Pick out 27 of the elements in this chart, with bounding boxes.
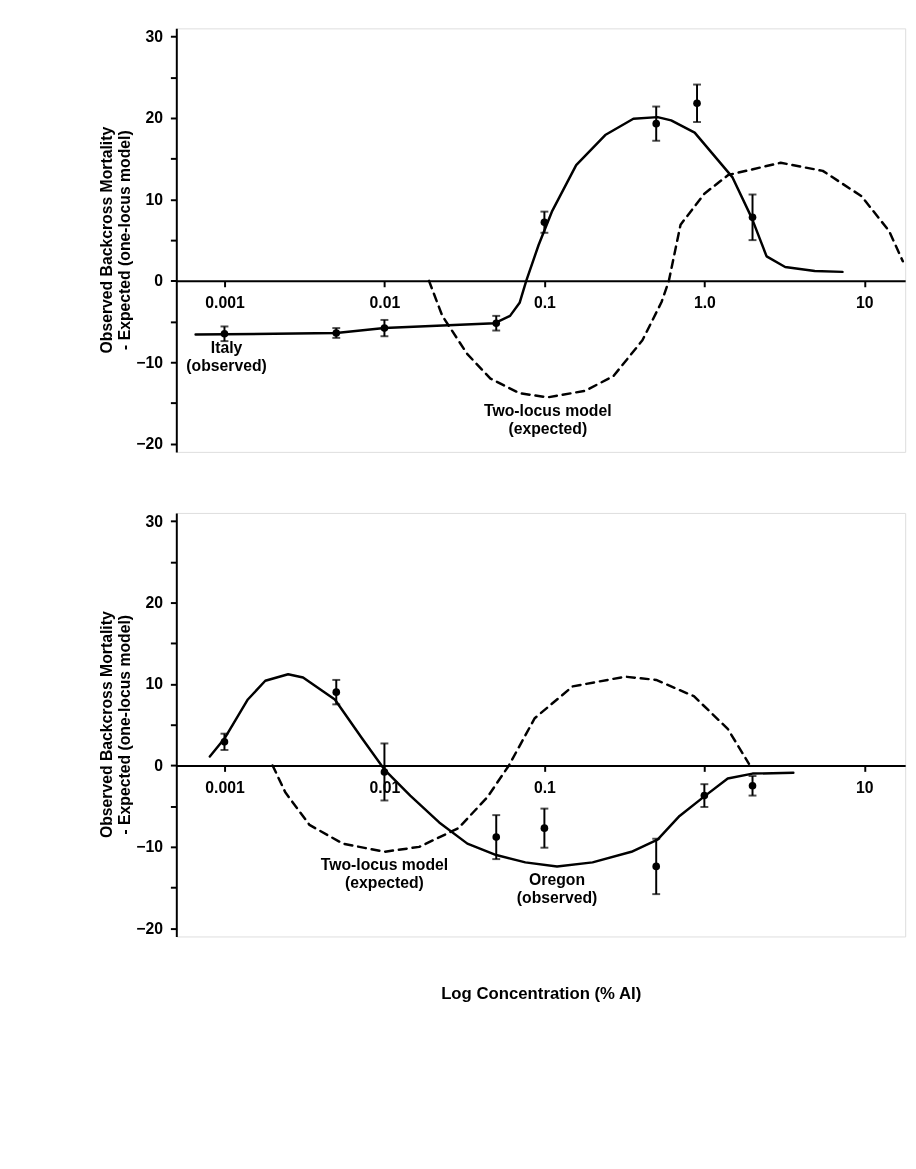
- y-tick-label: 10: [145, 190, 164, 208]
- y-tick-label: 0: [154, 272, 164, 290]
- x-tick-label: 10: [856, 293, 874, 311]
- y-axis-title: Observed Backcross Mortality - Expected (one-locus model): [98, 611, 134, 839]
- x-tick-label: 0.001: [205, 293, 245, 311]
- series-label: Oregon (observed): [516, 871, 598, 906]
- y-tick-label: 20: [145, 593, 164, 611]
- series-label: Two-locus model (expected): [484, 402, 612, 437]
- x-tick-label: 0.01: [369, 293, 401, 311]
- x-tick-label: 0.001: [205, 778, 245, 796]
- y-tick-label: 0: [154, 756, 164, 774]
- y-tick-label: 20: [145, 109, 164, 127]
- y-tick-label: 30: [145, 512, 164, 530]
- series-label: Two-locus model (expected): [320, 856, 449, 892]
- x-tick-label: 0.1: [533, 293, 557, 311]
- x-tick-label: 1.0: [693, 293, 717, 311]
- y-tick-label: −20: [136, 435, 164, 453]
- x-tick-label: 10: [856, 778, 874, 796]
- x-axis-title: Log Concentration (% AI): [441, 984, 642, 1004]
- series-label: Italy (observed): [186, 339, 267, 375]
- y-tick-label: −10: [136, 353, 164, 371]
- y-tick-label: 10: [145, 675, 164, 693]
- y-axis-title: Observed Backcross Mortality - Expected (one-locus model): [98, 126, 134, 354]
- y-tick-label: −20: [136, 919, 164, 937]
- x-tick-label: 0.1: [533, 778, 557, 796]
- y-tick-label: −10: [136, 838, 164, 856]
- y-tick-label: 30: [145, 27, 164, 45]
